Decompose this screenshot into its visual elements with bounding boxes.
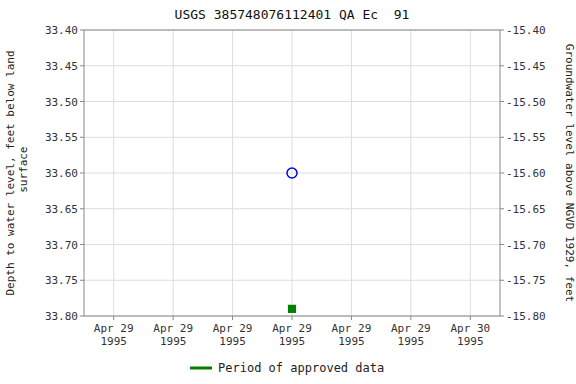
y-tick bbox=[80, 280, 84, 281]
chart: 33.40 33.45 33.50 33.55 33.60 33.65 33.70 33.75… bbox=[0, 0, 576, 384]
x-tick-label-line: 1995 bbox=[279, 335, 306, 348]
y-tick-label: 33.50 bbox=[45, 96, 78, 109]
x-tick-label-line: Apr 29 bbox=[153, 322, 193, 335]
x-tick bbox=[232, 316, 233, 320]
y2-tick-label: -15.45 bbox=[506, 60, 546, 73]
y2-tick bbox=[500, 101, 504, 102]
point bbox=[287, 168, 297, 178]
x-tick-label: Apr 291995 bbox=[272, 322, 312, 348]
grid-line bbox=[292, 30, 293, 316]
y2-tick-label: -15.40 bbox=[506, 24, 546, 37]
x-tick-label: Apr 301995 bbox=[450, 322, 490, 348]
x-tick-label: Apr 291995 bbox=[153, 322, 193, 348]
y-tick bbox=[80, 137, 84, 138]
x-tick-label-line: Apr 29 bbox=[391, 322, 431, 335]
y2-tick-label: -15.80 bbox=[506, 310, 546, 323]
y2-tick bbox=[500, 173, 504, 174]
grid-line bbox=[470, 30, 471, 316]
x-tick-label-line: Apr 29 bbox=[272, 322, 312, 335]
x-tick bbox=[410, 316, 411, 320]
y-tick-label: 33.45 bbox=[45, 60, 78, 73]
y-tick-label: 33.75 bbox=[45, 274, 78, 287]
legend-label: Period of approved data bbox=[218, 361, 384, 375]
y-tick-label: 33.80 bbox=[45, 310, 78, 323]
y-tick bbox=[80, 244, 84, 245]
y2-tick bbox=[500, 316, 504, 317]
x-tick bbox=[292, 316, 293, 320]
x-tick-label-line: Apr 30 bbox=[450, 322, 490, 335]
y2-tick bbox=[500, 280, 504, 281]
grid bbox=[84, 30, 500, 316]
y2-tick-label: -15.60 bbox=[506, 167, 546, 180]
point bbox=[289, 305, 296, 312]
legend: Period of approved data bbox=[190, 361, 384, 375]
y2-tick bbox=[500, 30, 504, 31]
x-tick bbox=[173, 316, 174, 320]
grid-line bbox=[410, 30, 411, 316]
x-tick-label-line: 1995 bbox=[219, 335, 246, 348]
y-axis-label-line: Depth to water level, feet below land bbox=[4, 50, 17, 295]
y2-tick bbox=[500, 208, 504, 209]
legend-swatch bbox=[190, 367, 212, 370]
y2-tick bbox=[500, 137, 504, 138]
x-tick bbox=[113, 316, 114, 320]
y2-tick bbox=[500, 65, 504, 66]
y-tick bbox=[80, 101, 84, 102]
grid-line bbox=[113, 30, 114, 316]
y-tick-label: 33.55 bbox=[45, 131, 78, 144]
y-tick-label: 33.70 bbox=[45, 239, 78, 252]
y-tick-label: 33.60 bbox=[45, 167, 78, 180]
title: USGS 385748076112401 QA Ec 91 bbox=[175, 7, 410, 22]
y2-tick-label: -15.55 bbox=[506, 131, 546, 144]
x-tick-label-line: 1995 bbox=[457, 335, 484, 348]
y2-tick-label: -15.75 bbox=[506, 274, 546, 287]
y-tick-label: 33.65 bbox=[45, 203, 78, 216]
x-tick-label: Apr 291995 bbox=[332, 322, 372, 348]
y-tick bbox=[80, 65, 84, 66]
y2-axis-label: Groundwater level above NGVD 1929, feet bbox=[563, 44, 576, 302]
x-tick-label-line: 1995 bbox=[398, 335, 425, 348]
y-tick bbox=[80, 30, 84, 31]
y-tick bbox=[80, 316, 84, 317]
axes: 33.40 33.45 33.50 33.55 33.60 33.65 33.70 33.75… bbox=[45, 24, 546, 348]
grid-line bbox=[351, 30, 352, 316]
y-tick bbox=[80, 208, 84, 209]
x-tick-label-line: Apr 29 bbox=[213, 322, 253, 335]
grid-line bbox=[173, 30, 174, 316]
x-tick bbox=[470, 316, 471, 320]
data bbox=[287, 168, 297, 312]
y2-tick-label: -15.65 bbox=[506, 203, 546, 216]
x-tick-label-line: 1995 bbox=[160, 335, 187, 348]
x-tick-label-line: Apr 29 bbox=[94, 322, 134, 335]
y-axis-label-line: surface bbox=[17, 147, 30, 200]
x-tick-label-line: 1995 bbox=[338, 335, 365, 348]
y2-tick-label: -15.50 bbox=[506, 96, 546, 109]
y-axis-label: Depth to water level, feet below land su… bbox=[4, 50, 30, 295]
x-tick-label: Apr 291995 bbox=[213, 322, 253, 348]
grid-line bbox=[232, 30, 233, 316]
x-tick-label-line: Apr 29 bbox=[332, 322, 372, 335]
y2-tick bbox=[500, 244, 504, 245]
plot-frame bbox=[84, 30, 500, 316]
x-tick-label-line: 1995 bbox=[100, 335, 127, 348]
y-tick-label: 33.40 bbox=[45, 24, 78, 37]
plot-area bbox=[84, 30, 500, 316]
x-tick-label: Apr 291995 bbox=[94, 322, 134, 348]
y-tick bbox=[80, 173, 84, 174]
x-tick bbox=[351, 316, 352, 320]
x-tick-label: Apr 291995 bbox=[391, 322, 431, 348]
y2-tick-label: -15.70 bbox=[506, 239, 546, 252]
